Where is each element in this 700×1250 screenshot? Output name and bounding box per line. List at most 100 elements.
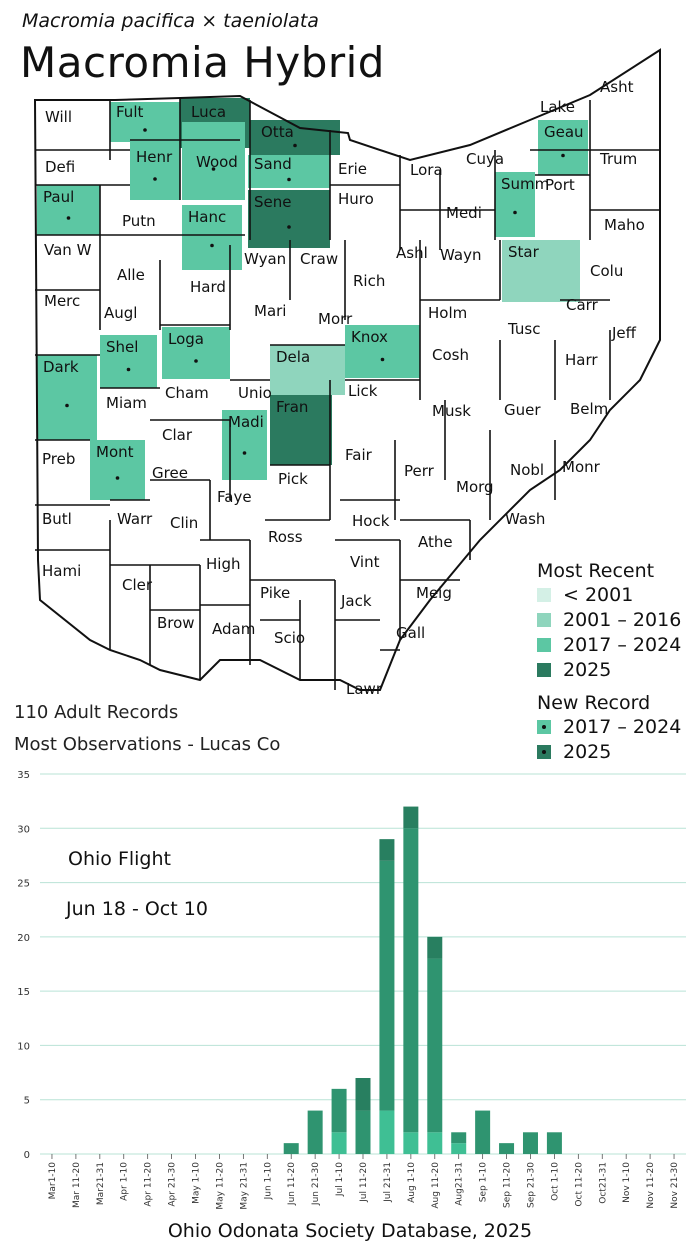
county-label-39: Carr: [566, 296, 599, 314]
county-label-27: Craw: [300, 250, 338, 268]
county-label-85: Scio: [274, 629, 305, 647]
bar-13-s1: [355, 1110, 371, 1154]
bar-14-s2: [379, 839, 395, 861]
county-label-55: Belm: [570, 400, 608, 418]
x-tick-label-15: Aug 1-10: [407, 1162, 417, 1203]
y-tick-label-3: 15: [17, 987, 30, 998]
county-label-28: Rich: [353, 272, 385, 290]
x-tick-label-8: May 21-31: [239, 1162, 249, 1210]
county-label-50: Cham: [165, 384, 209, 402]
x-tick-label-9: Jun 1-10: [263, 1162, 273, 1201]
county-label-56: Clar: [162, 426, 193, 444]
county-fill-dark: [37, 355, 97, 440]
legend-new-record-label-0: 2017 – 2024: [563, 715, 682, 738]
bar-16-s1: [427, 958, 443, 1133]
county-label-3: Otta: [261, 123, 294, 141]
x-tick-label-13: Jul 11-20: [359, 1162, 369, 1203]
x-tick-label-6: May 1-10: [192, 1162, 202, 1204]
legend-new-record-label-1: 2025: [563, 740, 612, 763]
county-label-26: Wyan: [244, 250, 286, 268]
flight-range: Jun 18 - Oct 10: [66, 898, 208, 920]
new-record-dot-fult: [143, 128, 147, 132]
x-tick-label-24: Nov 1-10: [622, 1162, 632, 1203]
county-label-25: Alle: [117, 266, 145, 284]
x-tick-label-23: Oct21-31: [598, 1162, 608, 1204]
x-tick-label-10: Jun 11-20: [287, 1162, 297, 1206]
most-observations: Most Observations - Lucas Co: [14, 734, 281, 755]
county-label-49: Miam: [106, 394, 147, 412]
legend-new-record-dot-1: [542, 749, 546, 754]
legend-new-record-swatch-1: [537, 744, 551, 759]
bar-12-s1: [331, 1088, 347, 1133]
flight-label: Ohio Flight: [68, 848, 171, 870]
county-label-46: Cosh: [432, 346, 469, 364]
county-label-59: Mont: [96, 443, 134, 461]
county-label-75: Athe: [418, 533, 453, 551]
legend-most-recent-item-2: 2017 – 2024: [537, 632, 697, 657]
x-tick-label-1: Mar 11-20: [72, 1162, 82, 1208]
x-tick-label-12: Jul 1-10: [335, 1162, 345, 1197]
flight-chart: 0 5 10 15 20 25 30 35 Mar1-10 Mar 11-20 Mar21-31 A…: [17, 770, 686, 1210]
county-label-43: Loga: [168, 330, 204, 348]
county-fill-summ: [495, 172, 535, 237]
new-record-dot-hanc: [210, 243, 214, 248]
data-source: Ohio Odonata Society Database, 2025: [167, 1220, 533, 1242]
county-label-4: Lake: [540, 98, 575, 116]
y-tick-label-2: 10: [17, 1041, 30, 1052]
county-label-81: Jack: [340, 592, 372, 610]
new-record-dot-sene: [287, 225, 291, 229]
county-label-87: Lawr: [346, 680, 383, 698]
legend-most-recent-swatch-2: [537, 637, 551, 652]
bar-10-s1: [283, 1143, 299, 1154]
x-tick-label-18: Sep 1-10: [479, 1162, 489, 1203]
x-tick-label-4: Apr 11-20: [144, 1162, 154, 1207]
county-fill-fran: [270, 395, 332, 465]
county-label-64: Nobl: [510, 461, 544, 479]
county-label-70: Warr: [117, 510, 153, 528]
y-tick-label-0: 0: [24, 1150, 30, 1161]
county-label-61: Madi: [228, 413, 264, 431]
new-record-dot-summ: [513, 210, 517, 215]
x-tick-label-5: Apr 21-30: [168, 1162, 178, 1207]
legend-most-recent-item-0: < 2001: [537, 582, 697, 607]
county-label-44: Dela: [276, 348, 310, 366]
legend-most-recent-label-0: < 2001: [563, 583, 634, 606]
county-label-7: Henr: [136, 148, 173, 166]
county-label-82: Meig: [416, 584, 452, 602]
county-label-84: Adam: [212, 620, 255, 638]
county-fill-fult: [110, 102, 180, 142]
county-label-66: Faye: [217, 488, 252, 506]
county-label-14: Trum: [599, 150, 637, 168]
legend: Most Recent < 2001 2001 – 2016 2017 – 2024…: [537, 560, 697, 764]
legend-most-recent-list: < 2001 2001 – 2016 2017 – 2024 2025: [537, 582, 697, 682]
county-borders: [35, 98, 660, 690]
county-fill-dela: [270, 345, 345, 395]
y-tick-label-7: 35: [17, 770, 30, 781]
bar-15-s1: [403, 828, 419, 1133]
county-fill-hanc: [182, 205, 242, 270]
county-fill-shel: [100, 335, 157, 388]
county-label-12: Cuya: [466, 150, 504, 168]
county-label-17: Hanc: [188, 208, 226, 226]
legend-new-record-item-0: 2017 – 2024: [537, 714, 697, 739]
species-subtitle: Macromia pacifica × taeniolata: [22, 10, 319, 32]
county-label-86: Gall: [396, 624, 425, 642]
county-fill-wood: [182, 122, 245, 200]
bar-16-s2: [427, 936, 443, 959]
county-label-52: Lick: [348, 382, 378, 400]
county-label-38: Holm: [428, 304, 467, 322]
x-tick-label-3: Apr 1-10: [120, 1162, 130, 1201]
new-record-dot-dark: [65, 403, 69, 408]
county-label-23: Maho: [604, 216, 645, 234]
county-label-20: Medi: [446, 204, 482, 222]
county-label-10: Erie: [338, 160, 367, 178]
y-tick-label-6: 30: [17, 824, 30, 835]
county-label-18: Sene: [254, 193, 292, 211]
x-tick-label-22: Oct 11-20: [574, 1162, 584, 1207]
x-tick-label-26: Nov 21-30: [670, 1162, 680, 1209]
county-label-41: Jeff: [611, 324, 637, 342]
x-tick-label-21: Oct 1-10: [550, 1162, 560, 1201]
bar-12-s0: [331, 1132, 347, 1154]
bar-11-s1: [307, 1110, 323, 1154]
county-label-83: Brow: [157, 614, 195, 632]
